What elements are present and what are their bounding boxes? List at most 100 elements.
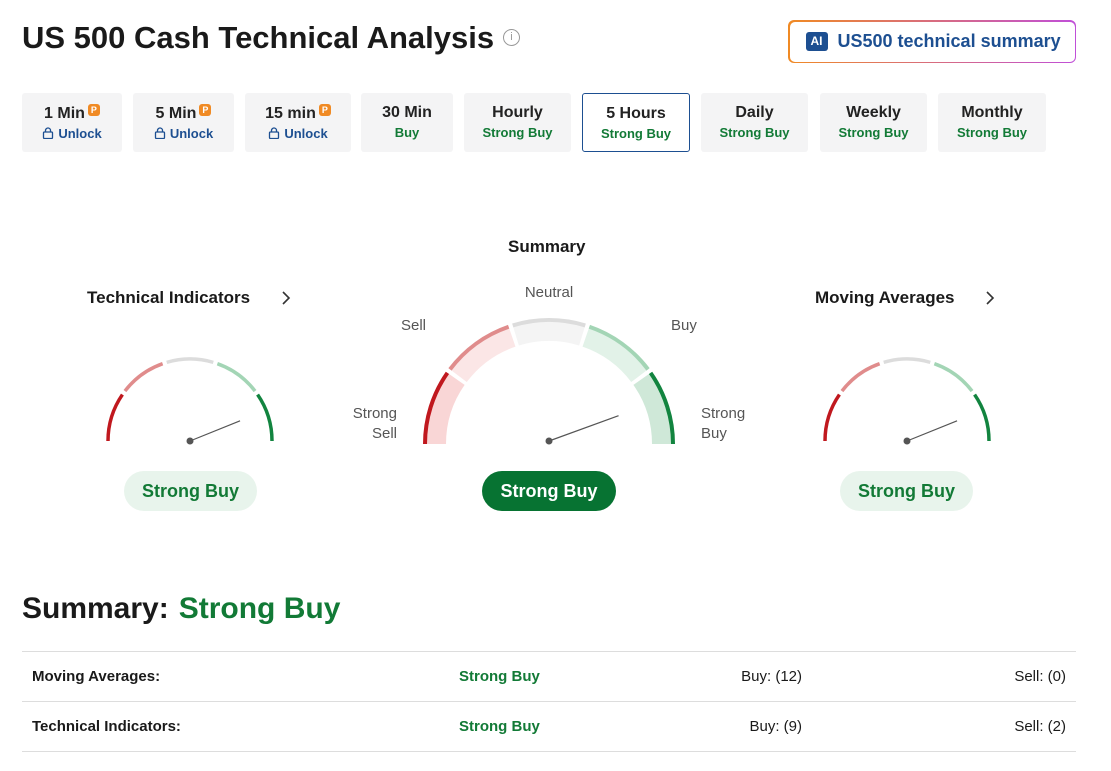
tab-status-text: Strong Buy <box>482 125 553 140</box>
gauge-label: Strong Buy <box>701 405 746 442</box>
tab-status: Unlock <box>245 126 351 141</box>
gauge-needle <box>189 420 241 442</box>
premium-badge: P <box>199 104 212 116</box>
tab-label: Weekly <box>820 104 927 122</box>
tab-label-text: 5 Min <box>155 105 197 122</box>
gauge-arc <box>883 357 931 365</box>
info-icon[interactable]: i <box>503 29 520 46</box>
tab-label: 5 Hours <box>583 105 689 123</box>
summary-row: Moving Averages: Strong Buy Buy: (12) Sell:… <box>22 651 1076 702</box>
row-buy: Buy: (9) <box>749 718 802 735</box>
gauge-label: Strong Sell <box>352 405 397 442</box>
gauge-title[interactable]: Technical Indicators <box>87 288 251 307</box>
summary-heading: Summary: Strong Buy <box>22 592 340 626</box>
chevron[interactable] <box>986 291 995 305</box>
page-title: US 500 Cash Technical Analysis <box>22 20 495 55</box>
gauge-title[interactable]: Moving Averages <box>815 288 955 307</box>
timeframe-tab[interactable]: 5 Hours Strong Buy <box>582 93 690 152</box>
premium-badge: P <box>318 104 331 116</box>
timeframe-tab[interactable]: 30 Min Buy <box>361 93 453 152</box>
ai-summary-button[interactable]: AI US500 technical summary <box>788 20 1076 63</box>
lock-icon <box>43 127 54 140</box>
row-sell: Sell: (0) <box>1014 668 1066 685</box>
gauge-label: Sell <box>400 317 426 334</box>
gauge-hub <box>186 437 194 445</box>
row-buy: Buy: (12) <box>741 668 802 685</box>
timeframe-tab[interactable]: 15 min P Unlock <box>245 93 351 152</box>
ai-button-inner: AI US500 technical summary <box>789 21 1075 62</box>
timeframe-tab[interactable]: Monthly Strong Buy <box>938 93 1046 152</box>
premium-badge: P <box>87 104 100 116</box>
gauge-hub <box>545 437 553 445</box>
result-pill: Strong Buy <box>840 471 973 511</box>
gauge-arc <box>106 393 124 442</box>
row-signal: Strong Buy <box>459 718 540 735</box>
tab-status-text: Strong Buy <box>838 125 909 140</box>
gauge-label: Neutral <box>524 284 574 301</box>
tab-label-text: Hourly <box>492 104 543 121</box>
tab-status-text: Buy <box>394 125 420 140</box>
result-pill: Strong Buy <box>482 471 616 511</box>
tab-status: Strong Buy <box>583 126 689 141</box>
timeframe-tab[interactable]: 5 Min P Unlock <box>133 93 234 152</box>
tab-label-text: Monthly <box>961 104 1023 121</box>
tab-label-text: 30 Min <box>382 104 432 121</box>
summary-value: Strong Buy <box>178 592 341 625</box>
tab-status-text: Strong Buy <box>719 125 790 140</box>
gauge-band <box>424 372 465 445</box>
gauge-title: Summary <box>508 237 586 256</box>
chevron[interactable] <box>282 291 291 305</box>
gauge-arc <box>823 393 841 442</box>
tab-label-text: Daily <box>735 104 774 121</box>
gauge-arc <box>933 362 974 393</box>
tab-label-text: Weekly <box>846 104 901 121</box>
timeframe-tab[interactable]: Hourly Strong Buy <box>464 93 571 152</box>
gauge-needle <box>906 420 958 442</box>
tab-status: Strong Buy <box>701 125 808 140</box>
gauge-arc <box>256 393 274 442</box>
timeframe-tab[interactable]: Daily Strong Buy <box>701 93 808 152</box>
tab-label: Monthly <box>938 104 1046 122</box>
tab-label: 5 Min P <box>133 104 234 123</box>
tab-status-text: Unlock <box>284 126 328 141</box>
tab-label-text: 15 min <box>265 105 316 122</box>
gauge-arc <box>216 362 257 393</box>
gauge-arc <box>588 324 650 371</box>
gauge-band <box>512 319 586 346</box>
gauge-band <box>582 325 649 383</box>
gauge-arc <box>648 371 675 445</box>
gauge-label: Buy <box>671 317 697 334</box>
tab-label: 15 min P <box>245 104 351 123</box>
gauge-arc <box>123 362 164 393</box>
tab-label: 30 Min <box>361 104 453 122</box>
gauge-arc <box>512 318 586 328</box>
tab-status: Unlock <box>133 126 234 141</box>
tab-label-text: 1 Min <box>44 105 85 122</box>
tab-status: Strong Buy <box>464 125 571 140</box>
tab-label-text: 5 Hours <box>606 105 666 122</box>
tab-status: Unlock <box>22 126 122 141</box>
tab-status-text: Unlock <box>169 126 214 141</box>
tab-status: Strong Buy <box>820 125 927 140</box>
row-name: Moving Averages: <box>32 668 161 685</box>
tab-status-text: Strong Buy <box>600 126 672 141</box>
timeframe-tab[interactable]: Weekly Strong Buy <box>820 93 927 152</box>
row-name: Technical Indicators: <box>32 718 181 735</box>
lock-icon <box>269 127 280 140</box>
gauge-arc <box>448 324 510 371</box>
timeframe-tab[interactable]: 1 Min P Unlock <box>22 93 122 152</box>
gauge-arc <box>840 362 881 393</box>
tab-label: 1 Min P <box>22 104 122 123</box>
ai-button-text: US500 technical summary <box>837 31 1061 51</box>
summary-row: Technical Indicators: Strong Buy Buy: (9) S… <box>22 701 1076 752</box>
summary-label: Summary: <box>22 592 169 625</box>
gauge-band <box>449 325 516 383</box>
gauge-arc <box>423 371 450 445</box>
gauge-arc <box>973 393 991 442</box>
table-bottom-border <box>22 751 1076 752</box>
result-pill: Strong Buy <box>124 471 257 511</box>
tab-label: Hourly <box>464 104 571 122</box>
row-sell: Sell: (2) <box>1014 718 1066 735</box>
